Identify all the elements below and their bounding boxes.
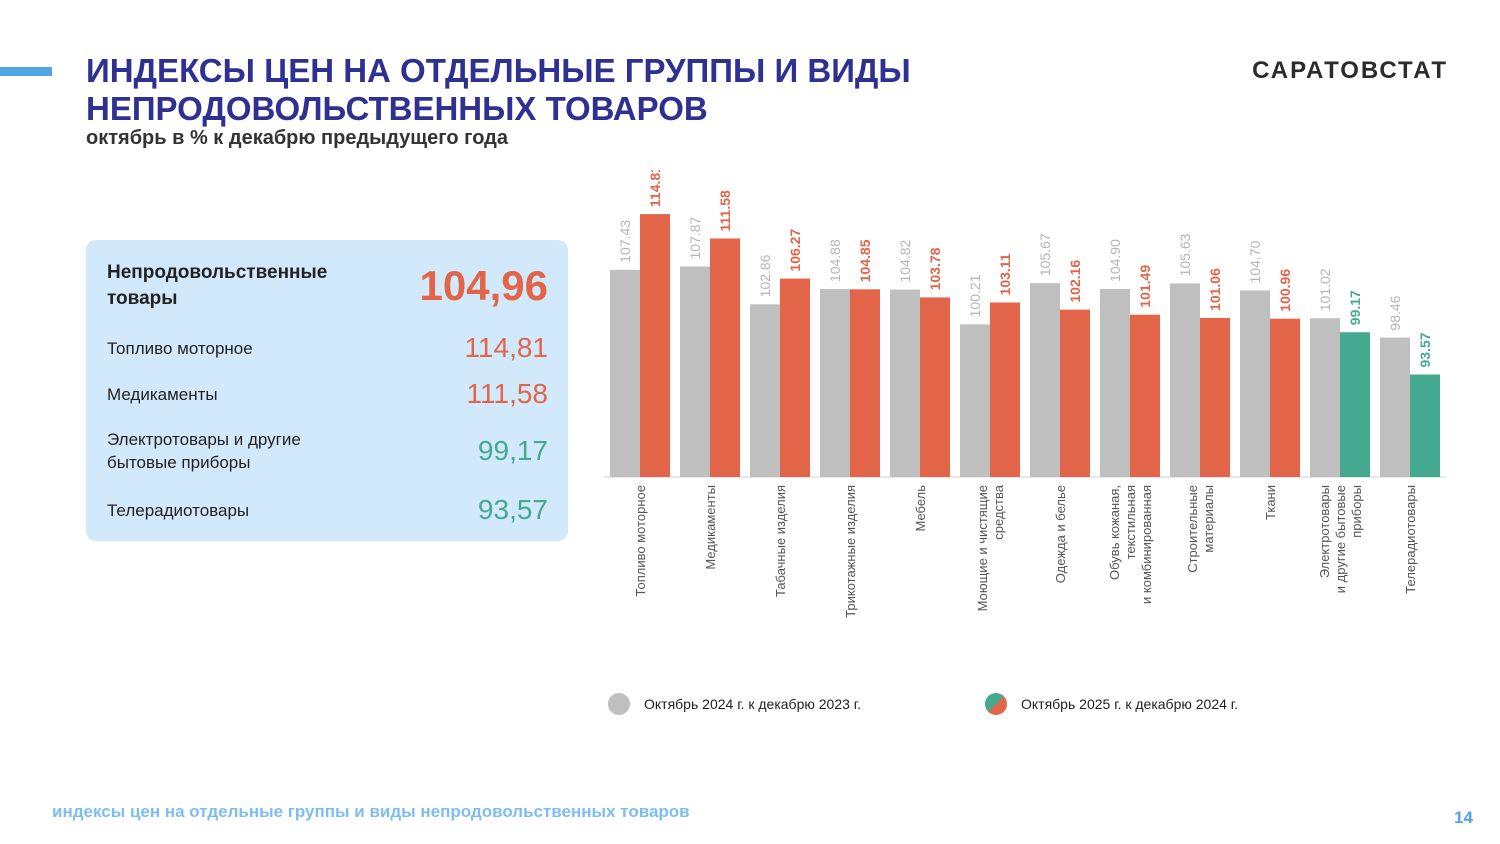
bar-2024 [1100,288,1130,477]
bar-2025 [1130,314,1160,477]
bar-2025 [1340,332,1370,477]
bar-2024 [960,324,990,477]
bar-2024 [1310,318,1340,477]
legend-item-2024: Октябрь 2024 г. к декабрю 2023 г. [608,693,861,715]
bar-chart: 107.43 114.81 Топливо моторное 107.87 111.58… [604,170,1446,618]
summary-value: 99,17 [477,435,548,466]
legend-label-2024: Октябрь 2024 г. к декабрю 2023 г. [644,696,862,712]
category-label: Телерадиотовары [1403,485,1418,594]
data-label: 104.90 [1107,239,1123,282]
summary-label: Телерадиотовары [107,500,250,520]
data-label: 103.78 [927,247,943,290]
category-label: Медикаменты [703,485,718,570]
data-label: 101.06 [1207,268,1223,311]
summary-label: Медикаменты [107,384,218,404]
data-label: 106.27 [787,229,803,272]
data-label: 102.16 [1067,260,1083,303]
category-label: и комбинированная [1139,485,1154,604]
summary-row: Телерадиотовары 93,57 [107,492,548,528]
category-label: Табачные изделия [773,485,788,597]
category-label: Обувь кожаная, [1107,485,1122,580]
category-label: Электротовары [1317,485,1332,578]
data-label: 111.58 [717,190,733,231]
category-label: Трикотажные изделия [843,485,858,618]
data-label: 107.43 [617,220,633,263]
bar-2024 [820,289,850,477]
category-label: приборы [1349,485,1364,538]
data-label: 101.49 [1137,265,1153,308]
data-label: 102.86 [757,254,773,297]
summary-label: Топливо моторное [107,338,253,358]
accent-bar [0,67,52,76]
bar-2024 [1240,290,1270,477]
data-label: 104.70 [1247,240,1263,283]
data-label: 101.02 [1317,268,1333,311]
bar-2025 [1410,374,1440,477]
legend-swatch-split [985,693,1007,715]
data-label: 114.81 [647,170,663,207]
category-label: средства [991,484,1006,539]
summary-value: 111,58 [466,378,548,409]
data-label: 103.11 [997,253,1013,295]
category-label: Одежда и белье [1053,485,1068,583]
summary-row: Топливо моторное 114,81 [107,332,548,364]
brand-logo: САРАТОВСТАТ [1252,57,1448,84]
summary-row: Электротовары и другие бытовые приборы 9… [107,426,548,476]
bar-2025 [1060,309,1090,477]
data-label: 100.21 [967,274,983,317]
summary-main-value: 104,96 [419,262,548,309]
data-label: 98.46 [1387,295,1403,330]
page-number: 14 [1454,808,1473,827]
bar-2024 [610,269,640,477]
bar-2024 [750,304,780,477]
data-label: 105.67 [1037,233,1053,276]
bar-2024 [1030,283,1060,477]
category-label: и другие бытовые [1333,485,1348,593]
category-label: Моющие и чистящие [975,485,990,611]
category-label: текстильная [1123,485,1138,559]
legend-swatch-grey [608,693,630,715]
data-label: 104.82 [897,240,913,283]
legend-item-2025: Октябрь 2025 г. к декабрю 2024 г. [985,693,1238,715]
summary-value: 114,81 [464,332,548,363]
bar-2024 [680,266,710,477]
legend-label-2025: Октябрь 2025 г. к декабрю 2024 г. [1021,696,1239,712]
footer-text: индексы цен на отдельные группы и виды н… [52,802,690,821]
category-label: Строительные [1185,485,1200,573]
bar-2025 [640,214,670,477]
summary-panel: Непродовольственные товары 104,96 Топлив… [86,240,568,541]
data-label: 99.17 [1347,290,1363,325]
category-label: Мебель [913,485,928,532]
category-label: материалы [1201,485,1216,553]
bar-2025 [780,278,810,477]
summary-row-main: Непродовольственные товары 104,96 [107,258,548,314]
bar-2024 [890,289,920,477]
bar-2025 [1200,317,1230,477]
summary-value: 93,57 [477,494,548,525]
data-label: 93.57 [1417,332,1433,367]
bar-2024 [1170,283,1200,477]
data-label: 107.87 [687,216,703,259]
bar-2025 [1270,318,1300,477]
bar-2025 [710,238,740,477]
data-label: 104.88 [827,239,843,282]
data-label: 100.96 [1277,269,1293,312]
bar-2025 [850,289,880,477]
summary-row: Медикаменты 111,58 [107,378,548,410]
data-label: 105.63 [1177,233,1193,276]
page-title: ИНДЕКСЫ ЦЕН НА ОТДЕЛЬНЫЕ ГРУППЫ И ВИДЫ Н… [86,52,911,127]
bar-2025 [990,302,1020,477]
data-label: 104.85 [857,239,873,282]
category-label: Топливо моторное [633,485,648,596]
summary-main-label: Непродовольственные товары [107,262,328,309]
bar-2025 [920,297,950,477]
category-label: Ткани [1263,485,1278,520]
summary-label: Электротовары и другие бытовые приборы [107,430,301,472]
page-subtitle: октябрь в % к декабрю предыдущего года [86,127,508,149]
bar-2024 [1380,337,1410,477]
